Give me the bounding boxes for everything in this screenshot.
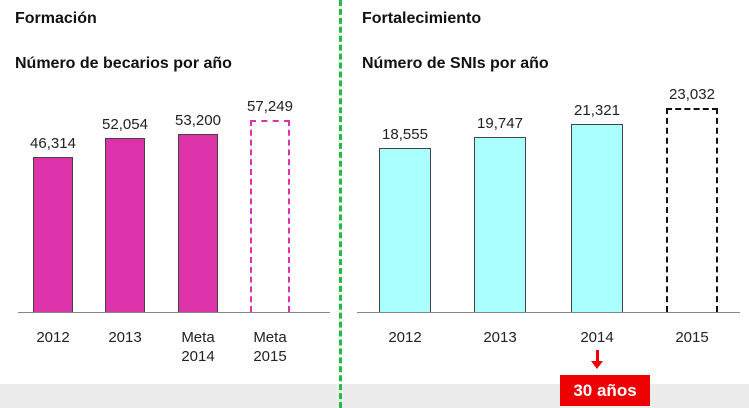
bar xyxy=(666,108,718,312)
value-label: 23,032 xyxy=(669,86,715,104)
chart-title: Número de becarios por año xyxy=(15,55,232,72)
x-tick-label: 2013 xyxy=(108,329,142,346)
x-tick-label: 2014 xyxy=(580,329,614,346)
baseline xyxy=(18,312,330,313)
arrow-shaft xyxy=(595,350,599,362)
bar xyxy=(571,123,623,312)
value-label: 46,314 xyxy=(30,134,76,152)
bar xyxy=(379,147,431,312)
x-tick-label: Meta 2015 xyxy=(253,329,287,365)
section-title: Formación xyxy=(15,10,97,27)
value-label: 18,555 xyxy=(382,125,428,143)
baseline xyxy=(357,312,740,313)
x-tick-label: Meta 2014 xyxy=(181,329,215,365)
x-tick-label: 2012 xyxy=(36,329,70,346)
divider xyxy=(339,0,342,408)
x-tick-label: 2013 xyxy=(483,329,517,346)
bar xyxy=(178,133,218,312)
section-title: Fortalecimiento xyxy=(362,10,482,27)
bar xyxy=(474,137,526,312)
value-label: 21,321 xyxy=(574,101,620,119)
bar xyxy=(33,156,73,312)
chart-title: Número de SNIs por año xyxy=(362,55,549,72)
value-label: 19,747 xyxy=(477,115,523,133)
value-label: 57,249 xyxy=(247,98,293,116)
value-label: 52,054 xyxy=(102,115,148,133)
annotation: 30 años xyxy=(560,375,650,406)
x-tick-label: 2012 xyxy=(388,329,422,346)
value-label: 53,200 xyxy=(175,111,221,129)
bar xyxy=(250,120,290,312)
arrow-head xyxy=(591,361,603,369)
x-tick-label: 2015 xyxy=(675,329,709,346)
bar xyxy=(105,137,145,312)
